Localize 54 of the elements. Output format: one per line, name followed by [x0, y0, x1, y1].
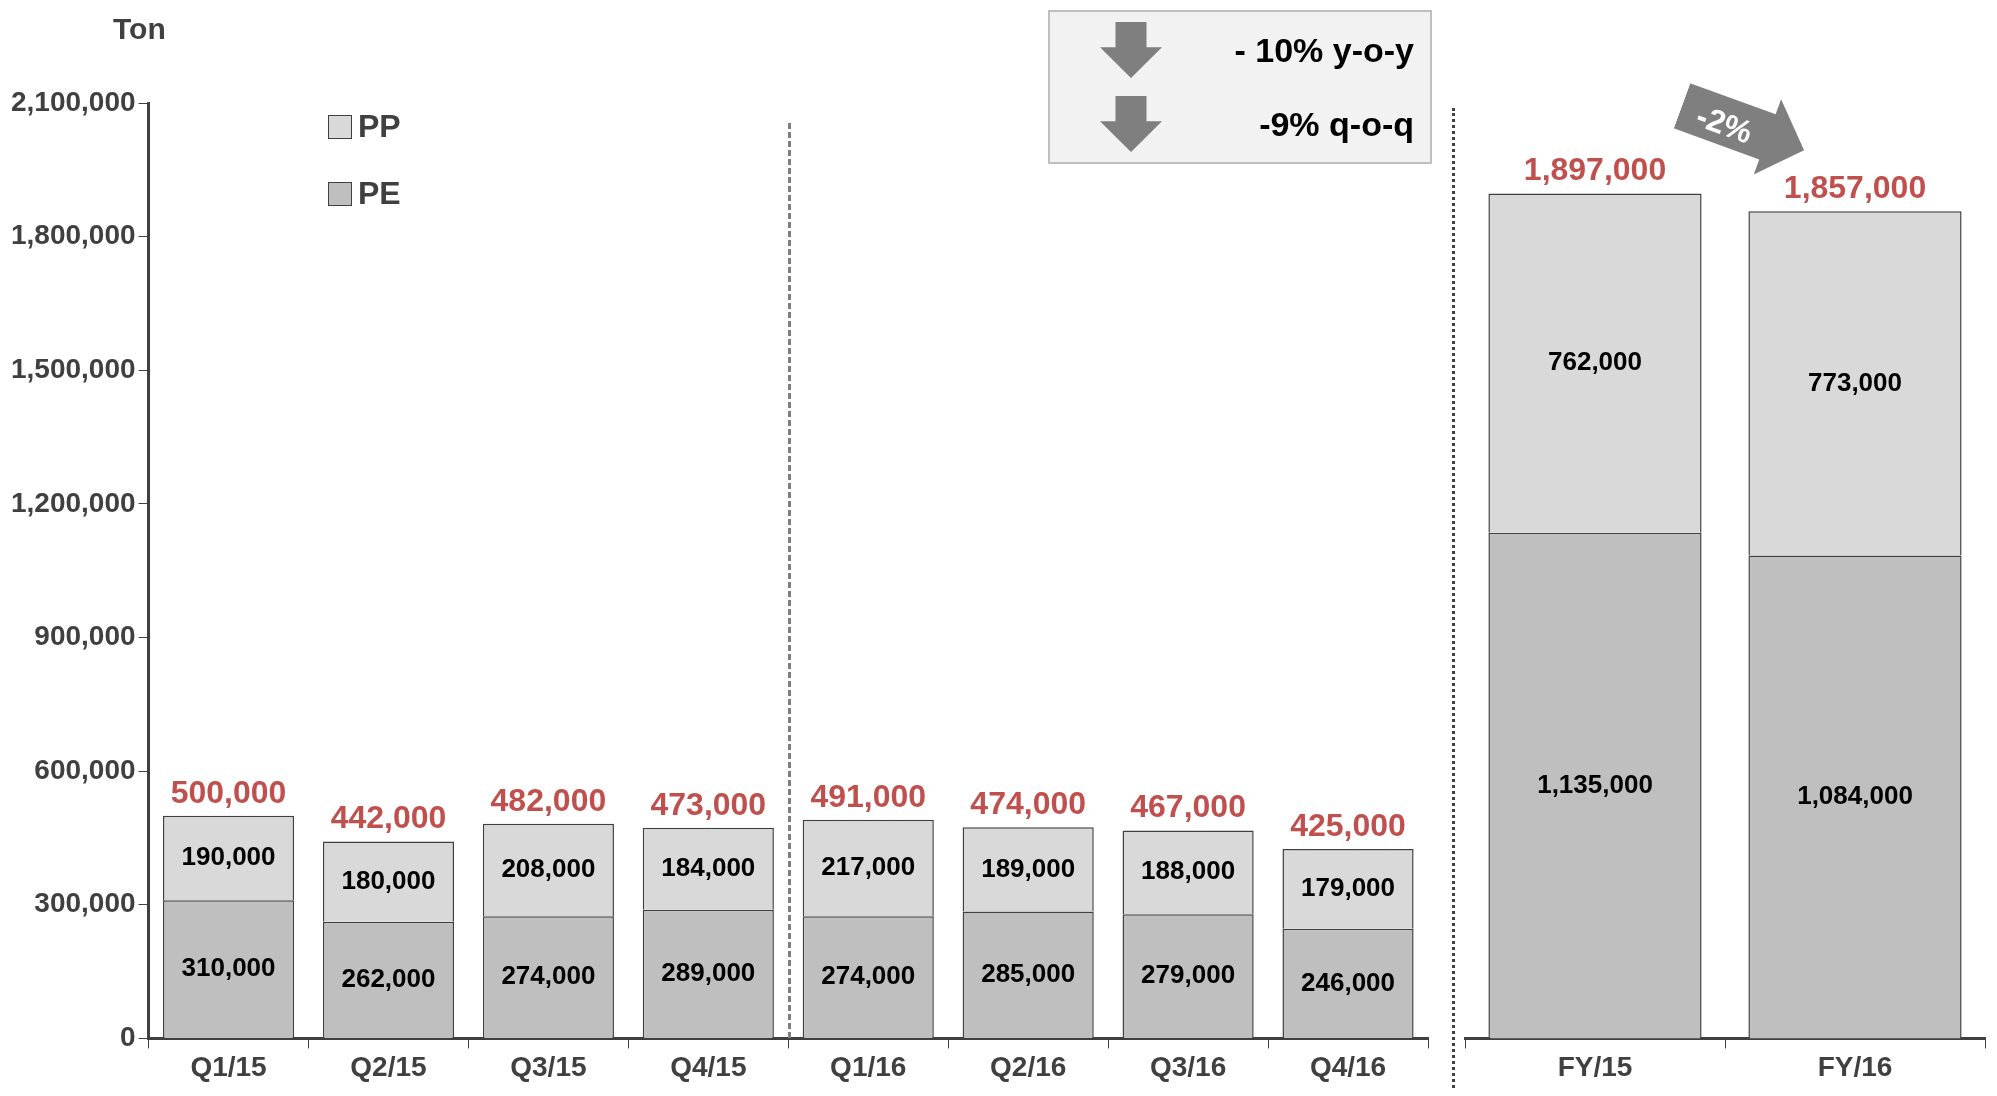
total-label: 467,000	[1130, 788, 1246, 825]
x-tick-label: Q3/15	[510, 1050, 587, 1082]
legend-label: PE	[358, 175, 401, 212]
y-tick-label: 900,000	[34, 620, 136, 652]
total-label: 500,000	[170, 773, 287, 810]
data-label: 184,000	[661, 851, 756, 882]
x-tick-label: Q2/16	[990, 1050, 1067, 1082]
note-box: - 10% y-o-y -9% q-o-q	[1048, 10, 1432, 164]
total-label: 491,000	[810, 777, 927, 814]
annotation: -9% q-o-q	[1259, 104, 1414, 144]
total-label: 1,897,000	[1523, 151, 1667, 188]
x-tick-label: Q1/16	[830, 1050, 907, 1082]
x-tick-label: Q4/15	[670, 1050, 747, 1082]
total-label: 442,000	[330, 799, 447, 836]
data-label: 274,000	[501, 960, 596, 991]
data-label: 217,000	[821, 851, 916, 882]
data-label: 179,000	[1301, 872, 1396, 903]
data-label: 180,000	[341, 864, 436, 895]
y-tick-label: 600,000	[34, 753, 136, 785]
y-tick-label: 2,100,000	[10, 85, 136, 117]
data-label: 208,000	[501, 853, 596, 884]
data-label: 188,000	[1141, 855, 1236, 886]
total-label: 474,000	[970, 785, 1087, 822]
total-label: 482,000	[490, 781, 607, 818]
x-tick-label: Q2/15	[350, 1050, 427, 1082]
data-label: 773,000	[1808, 366, 1902, 397]
x-tick-label: Q3/16	[1149, 1050, 1227, 1082]
annotation: -2%	[1691, 97, 1758, 152]
data-label: 310,000	[181, 952, 276, 983]
data-label: 285,000	[981, 957, 1076, 988]
x-tick-label: FY/15	[1557, 1050, 1633, 1082]
data-label: 274,000	[821, 960, 916, 991]
total-label: 473,000	[650, 785, 767, 822]
data-label: 762,000	[1548, 346, 1642, 377]
y-tick-label: 300,000	[34, 887, 136, 919]
total-label: 1,857,000	[1783, 169, 1927, 206]
x-tick-label: Q4/16	[1309, 1050, 1387, 1082]
x-tick-label: FY/16	[1817, 1050, 1893, 1082]
data-label: 262,000	[341, 962, 436, 993]
y-tick-label: 1,800,000	[10, 219, 136, 251]
data-label: 279,000	[1141, 959, 1236, 990]
y-tick-label: 0	[119, 1021, 136, 1053]
legend-label: PP	[358, 108, 401, 145]
data-label: 1,135,000	[1537, 768, 1653, 799]
data-label: 1,084,000	[1797, 780, 1913, 811]
data-label: 189,000	[981, 852, 1076, 883]
y-axis-title: Ton	[113, 12, 166, 46]
x-tick-label: Q1/15	[190, 1050, 267, 1082]
total-label: 425,000	[1290, 806, 1406, 843]
y-tick-label: 1,500,000	[10, 352, 136, 384]
data-label: 246,000	[1301, 966, 1396, 997]
data-label: 190,000	[181, 841, 276, 872]
data-label: 289,000	[661, 956, 756, 987]
y-tick-label: 1,200,000	[10, 486, 136, 518]
